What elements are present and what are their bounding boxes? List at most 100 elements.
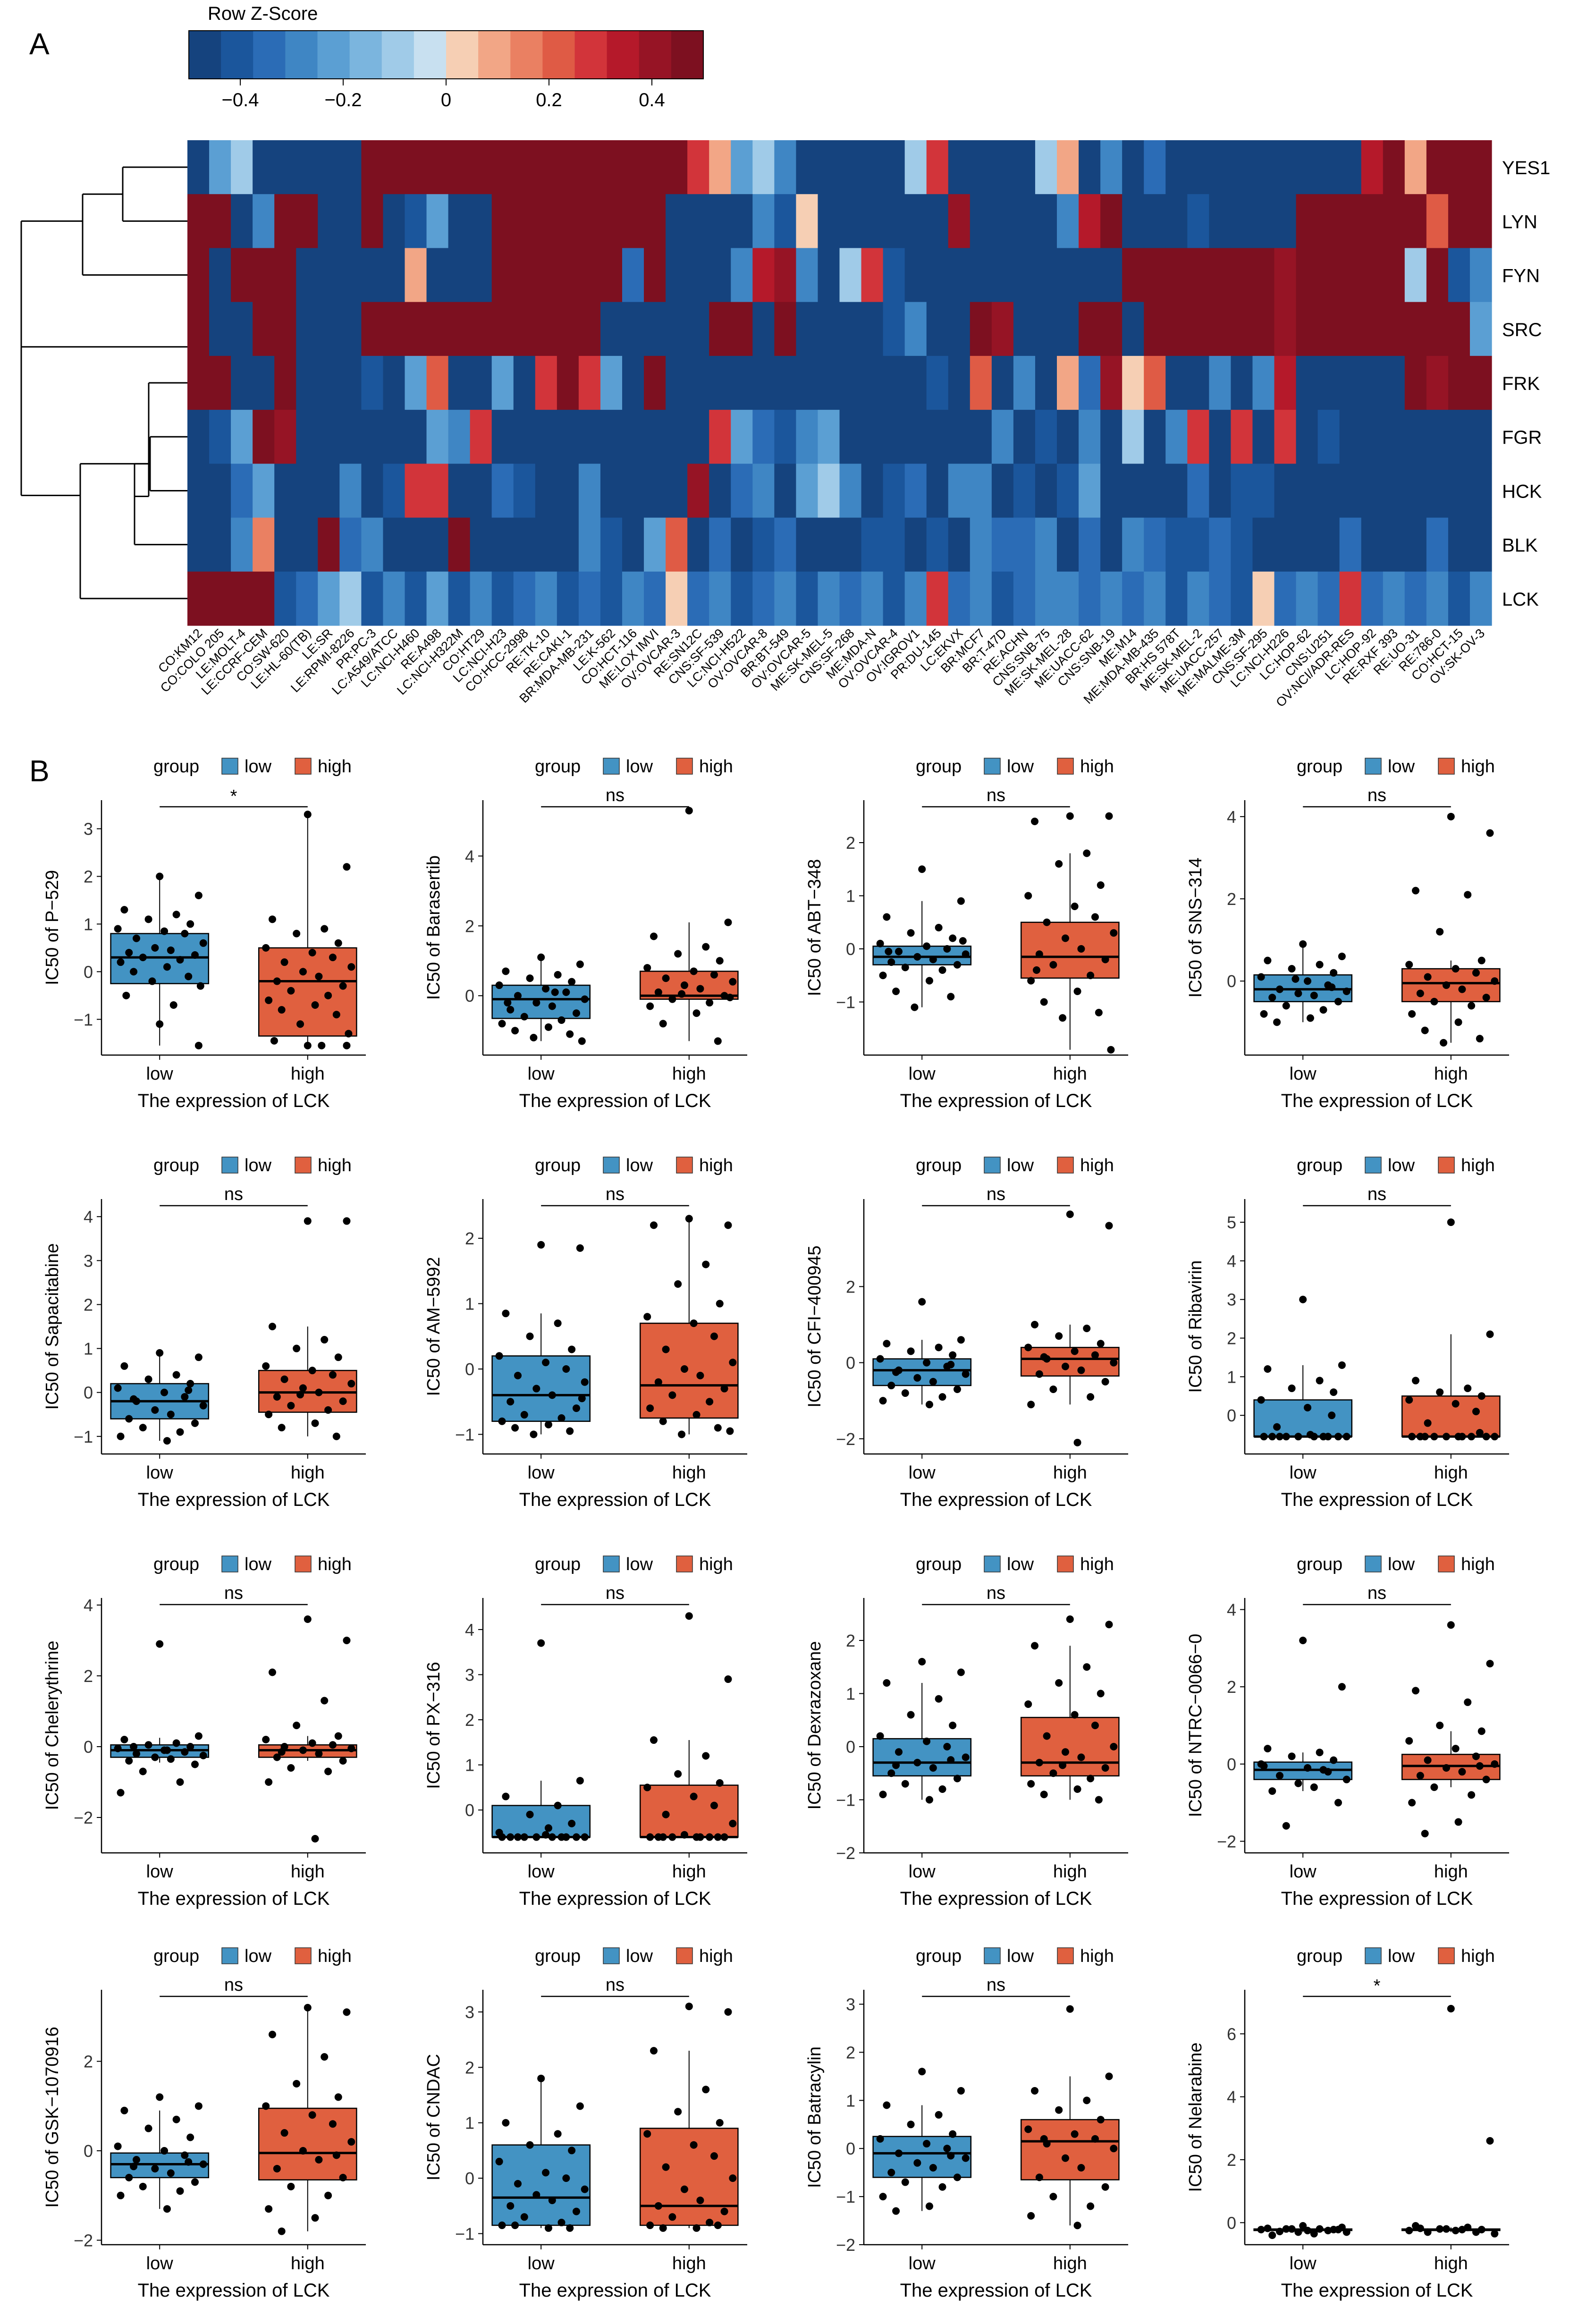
data-point bbox=[1486, 2137, 1494, 2145]
data-point bbox=[199, 1402, 207, 1410]
heatmap-cell bbox=[1231, 248, 1253, 303]
heatmap-cell bbox=[1339, 248, 1362, 303]
heatmap-cell bbox=[1100, 571, 1123, 626]
y-tick-label: 0 bbox=[465, 986, 474, 1006]
data-point bbox=[1073, 1438, 1081, 1446]
legend-title: group bbox=[535, 1156, 581, 1175]
legend-label-low: low bbox=[245, 1946, 272, 1966]
data-point bbox=[1095, 1009, 1103, 1016]
data-point bbox=[929, 2163, 937, 2172]
data-point bbox=[1458, 985, 1466, 993]
legend-title: group bbox=[1297, 1555, 1342, 1574]
heatmap-cell bbox=[383, 194, 405, 249]
data-point bbox=[957, 897, 965, 905]
heatmap-cell bbox=[253, 355, 275, 410]
significance-label: ns bbox=[987, 1583, 1005, 1603]
heatmap-cell bbox=[752, 571, 775, 626]
heatmap-cell bbox=[774, 410, 796, 464]
data-point bbox=[532, 999, 540, 1007]
heatmap-cell bbox=[383, 302, 405, 356]
heatmap-cell bbox=[557, 194, 579, 249]
legend-label-low: low bbox=[1007, 1555, 1034, 1574]
heatmap-cell bbox=[600, 464, 623, 518]
heatmap-cell bbox=[1013, 464, 1036, 518]
data-point bbox=[280, 2129, 288, 2137]
data-point bbox=[1055, 1332, 1063, 1340]
data-point bbox=[953, 1385, 961, 1393]
color-key-title: Row Z-Score bbox=[208, 3, 318, 24]
boxplot-panel: group low high 0 1 2 3 4 5 low high The expression … bbox=[1186, 1156, 1509, 1510]
heatmap-cell bbox=[687, 302, 709, 356]
heatmap-row-label: FRK bbox=[1502, 373, 1540, 394]
heatmap-cell bbox=[1079, 355, 1101, 410]
heatmap-cell bbox=[731, 464, 753, 518]
y-axis-title: IC50 of Batracylin bbox=[805, 2046, 825, 2188]
legend-swatch-low bbox=[603, 1555, 620, 1572]
heatmap-cell bbox=[818, 194, 840, 249]
heatmap-cell bbox=[535, 464, 557, 518]
heatmap-cell bbox=[1383, 194, 1405, 249]
data-point bbox=[935, 1344, 943, 1352]
data-point bbox=[1027, 1780, 1035, 1788]
heatmap-cell bbox=[470, 140, 492, 194]
heatmap-cell bbox=[253, 464, 275, 518]
heatmap-cell bbox=[1013, 355, 1036, 410]
data-point bbox=[1334, 2226, 1342, 2233]
data-point bbox=[887, 2169, 895, 2177]
x-axis-title: The expression of LCK bbox=[138, 2280, 330, 2301]
heatmap-cell bbox=[1035, 464, 1057, 518]
heatmap-cell bbox=[361, 410, 384, 464]
heatmap-cell bbox=[1057, 355, 1079, 410]
data-point bbox=[962, 950, 970, 958]
heatmap-cell bbox=[274, 517, 296, 572]
heatmap-cell bbox=[1426, 517, 1449, 572]
heatmap-cell bbox=[731, 355, 753, 410]
data-point bbox=[287, 2182, 295, 2190]
y-axis-title: IC50 of PX−316 bbox=[424, 1662, 444, 1789]
data-point bbox=[532, 1833, 540, 1841]
boxplot-panel: group low high −1 0 1 2 3 4 low high The expression… bbox=[42, 1156, 366, 1510]
heatmap-cell bbox=[1144, 194, 1166, 249]
heatmap-cell bbox=[687, 410, 709, 464]
legend-label-high: high bbox=[1080, 1156, 1114, 1175]
legend-title: group bbox=[153, 1555, 199, 1574]
heatmap-cell bbox=[296, 194, 318, 249]
heatmap-cell bbox=[209, 464, 231, 518]
y-tick-label: 0 bbox=[84, 2141, 93, 2161]
heatmap-cell bbox=[296, 248, 318, 303]
data-point bbox=[186, 1380, 194, 1388]
boxplot-panel: group low high 0 1 2 3 4 low high The expression o… bbox=[424, 1555, 747, 1909]
data-point bbox=[1486, 1660, 1494, 1668]
heatmap-cell bbox=[448, 248, 471, 303]
heatmap-cell bbox=[622, 248, 644, 303]
legend-swatch-high bbox=[1438, 1157, 1455, 1174]
heatmap-cell bbox=[513, 194, 536, 249]
x-tick-label: high bbox=[1434, 2254, 1468, 2273]
heatmap-cell bbox=[1122, 464, 1144, 518]
data-point bbox=[1049, 2193, 1057, 2201]
data-point bbox=[502, 1310, 510, 1318]
y-tick-label: 0 bbox=[846, 1353, 855, 1373]
heatmap-cell bbox=[1426, 302, 1449, 356]
data-point bbox=[1328, 1411, 1336, 1420]
heatmap-cell bbox=[926, 248, 949, 303]
box-high bbox=[258, 947, 357, 1037]
heatmap-cell bbox=[318, 248, 340, 303]
heatmap-cell bbox=[709, 302, 731, 356]
heatmap-cell bbox=[1404, 410, 1427, 464]
heatmap-cell bbox=[1448, 355, 1470, 410]
data-point bbox=[1472, 969, 1480, 977]
heatmap-cell bbox=[1317, 302, 1340, 356]
heatmap-cell bbox=[470, 464, 492, 518]
heatmap-cell bbox=[1361, 355, 1384, 410]
data-point bbox=[935, 1695, 943, 1703]
heatmap-cell bbox=[470, 355, 492, 410]
data-point bbox=[1304, 1764, 1312, 1772]
data-point bbox=[1454, 1433, 1462, 1441]
heatmap-cell bbox=[731, 302, 753, 356]
y-tick-label: 0 bbox=[465, 1800, 474, 1820]
data-point bbox=[548, 1833, 556, 1841]
y-tick-label: 0 bbox=[846, 939, 855, 959]
data-point bbox=[542, 985, 550, 993]
heatmap-cell bbox=[491, 140, 514, 194]
